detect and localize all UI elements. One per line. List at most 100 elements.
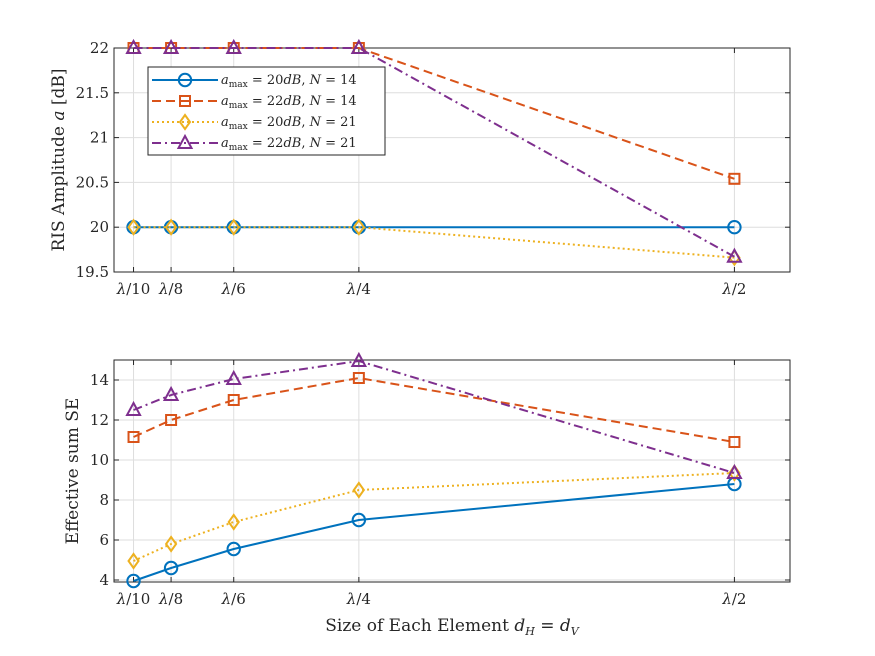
legend-label-symbol: a [221, 115, 229, 130]
legend-label-part: = 14 [321, 94, 357, 109]
legend-label-symbol: N [309, 115, 322, 130]
x-tick-label-denominator: /8 [169, 590, 184, 608]
x-tick-label-denominator: /6 [231, 280, 246, 298]
y-axis-label: Effective sum SE [63, 398, 83, 545]
marker-triangle [225, 38, 242, 54]
marker-triangle [350, 38, 368, 54]
x-axis-label-part: = [535, 616, 560, 636]
y-axis-label-part: RIS Amplitude [49, 121, 69, 252]
y-tick-label: 21 [90, 129, 109, 147]
series-line [133, 360, 735, 474]
x-tick-label-symbol: λ [721, 590, 732, 608]
marker-square [127, 431, 140, 443]
x-tick-label: λ/2 [721, 590, 746, 608]
y-axis-label-symbol: a [49, 111, 69, 121]
x-tick-label: λ/6 [221, 590, 246, 608]
marker-circle [177, 72, 193, 88]
legend-entry: amax = 20dB, N = 21 [152, 113, 357, 132]
series-line [133, 47, 735, 258]
series-line [133, 226, 735, 259]
marker-diamond [352, 481, 366, 499]
legend-label-unit: dB [283, 136, 301, 151]
legend-label-subscript: max [229, 122, 248, 132]
marker-circle [126, 573, 141, 589]
marker-diamond [164, 535, 178, 553]
x-tick-label: λ/4 [346, 280, 371, 298]
marker-triangle [125, 400, 142, 416]
x-tick-label-denominator: /8 [169, 280, 184, 298]
y-tick-label: 21.5 [76, 84, 109, 102]
marker-square [728, 172, 741, 185]
x-tick-label-symbol: λ [116, 280, 127, 298]
y-tick-label: 8 [99, 491, 109, 509]
y-tick-label: 14 [90, 371, 109, 389]
series-line [133, 377, 735, 443]
legend-label: amax = 22dB, N = 14 [221, 94, 357, 111]
marker-square [165, 414, 178, 426]
marker-triangle [162, 385, 180, 401]
x-tick-label: λ/2 [721, 280, 746, 298]
y-tick-label: 20 [90, 218, 109, 236]
x-tick-label-denominator: /4 [356, 280, 371, 298]
marker-triangle [225, 369, 242, 385]
legend-label-part: , [301, 136, 309, 151]
plot-area [114, 360, 790, 582]
marker-triangle [726, 247, 743, 263]
x-tick-label-denominator: /10 [126, 280, 150, 298]
legend-label-part: = 22 [248, 94, 284, 109]
x-tick-label-symbol: λ [221, 280, 232, 298]
legend-label-unit: dB [283, 115, 301, 130]
legend-entry: amax = 20dB, N = 14 [152, 72, 357, 90]
x-tick-label: λ/10 [116, 280, 151, 298]
x-tick-label-symbol: λ [346, 280, 357, 298]
legend-entry: amax = 22dB, N = 21 [152, 133, 357, 153]
x-axis-label-symbol: d [560, 616, 571, 636]
marker-diamond [127, 552, 140, 570]
y-tick-label: 6 [99, 531, 109, 549]
x-tick-label-denominator: /6 [231, 590, 246, 608]
marker-circle [351, 512, 367, 528]
y-axis-label-part: [dB] [49, 68, 69, 110]
legend-label-symbol: N [309, 136, 322, 151]
legend-label-symbol: a [221, 94, 229, 109]
legend-label-symbol: N [309, 94, 322, 109]
legend-label-part: = 14 [321, 73, 357, 88]
series-line [133, 483, 735, 582]
x-tick-label-denominator: /2 [732, 590, 747, 608]
legend-label-part: , [301, 94, 309, 109]
legend-label-part: = 21 [321, 136, 357, 151]
x-tick-label-symbol: λ [721, 280, 732, 298]
x-tick-label: λ/8 [158, 280, 183, 298]
y-tick-label: 4 [99, 571, 109, 589]
marker-diamond [178, 113, 192, 131]
marker-triangle [350, 351, 368, 367]
x-tick-label-symbol: λ [221, 590, 232, 608]
legend-label-subscript: max [229, 101, 248, 111]
x-tick-label: λ/6 [221, 280, 246, 298]
legend-label-subscript: max [229, 143, 248, 153]
marker-diamond [352, 218, 366, 236]
marker-diamond [227, 513, 240, 531]
legend-label-symbol: N [309, 73, 322, 88]
marker-diamond [164, 218, 178, 236]
marker-circle [163, 560, 179, 576]
x-tick-label-denominator: /4 [356, 590, 371, 608]
x-tick-label: λ/10 [116, 590, 151, 608]
marker-circle [226, 541, 241, 557]
x-tick-label-denominator: /2 [732, 280, 747, 298]
legend-label: amax = 22dB, N = 21 [221, 136, 357, 153]
y-tick-label: 19.5 [76, 263, 109, 281]
legend-label-part: = 20 [248, 115, 284, 130]
legend-label-symbol: a [221, 73, 229, 88]
legend-label-part: = 21 [321, 115, 357, 130]
legend-label-part: , [301, 73, 309, 88]
marker-triangle [726, 463, 743, 479]
legend-label-part: = 22 [248, 136, 284, 151]
x-tick-label-symbol: λ [116, 590, 127, 608]
marker-diamond [227, 218, 240, 236]
legend-label: amax = 20dB, N = 21 [221, 115, 357, 132]
marker-square [227, 394, 240, 406]
x-tick-label-symbol: λ [158, 590, 169, 608]
